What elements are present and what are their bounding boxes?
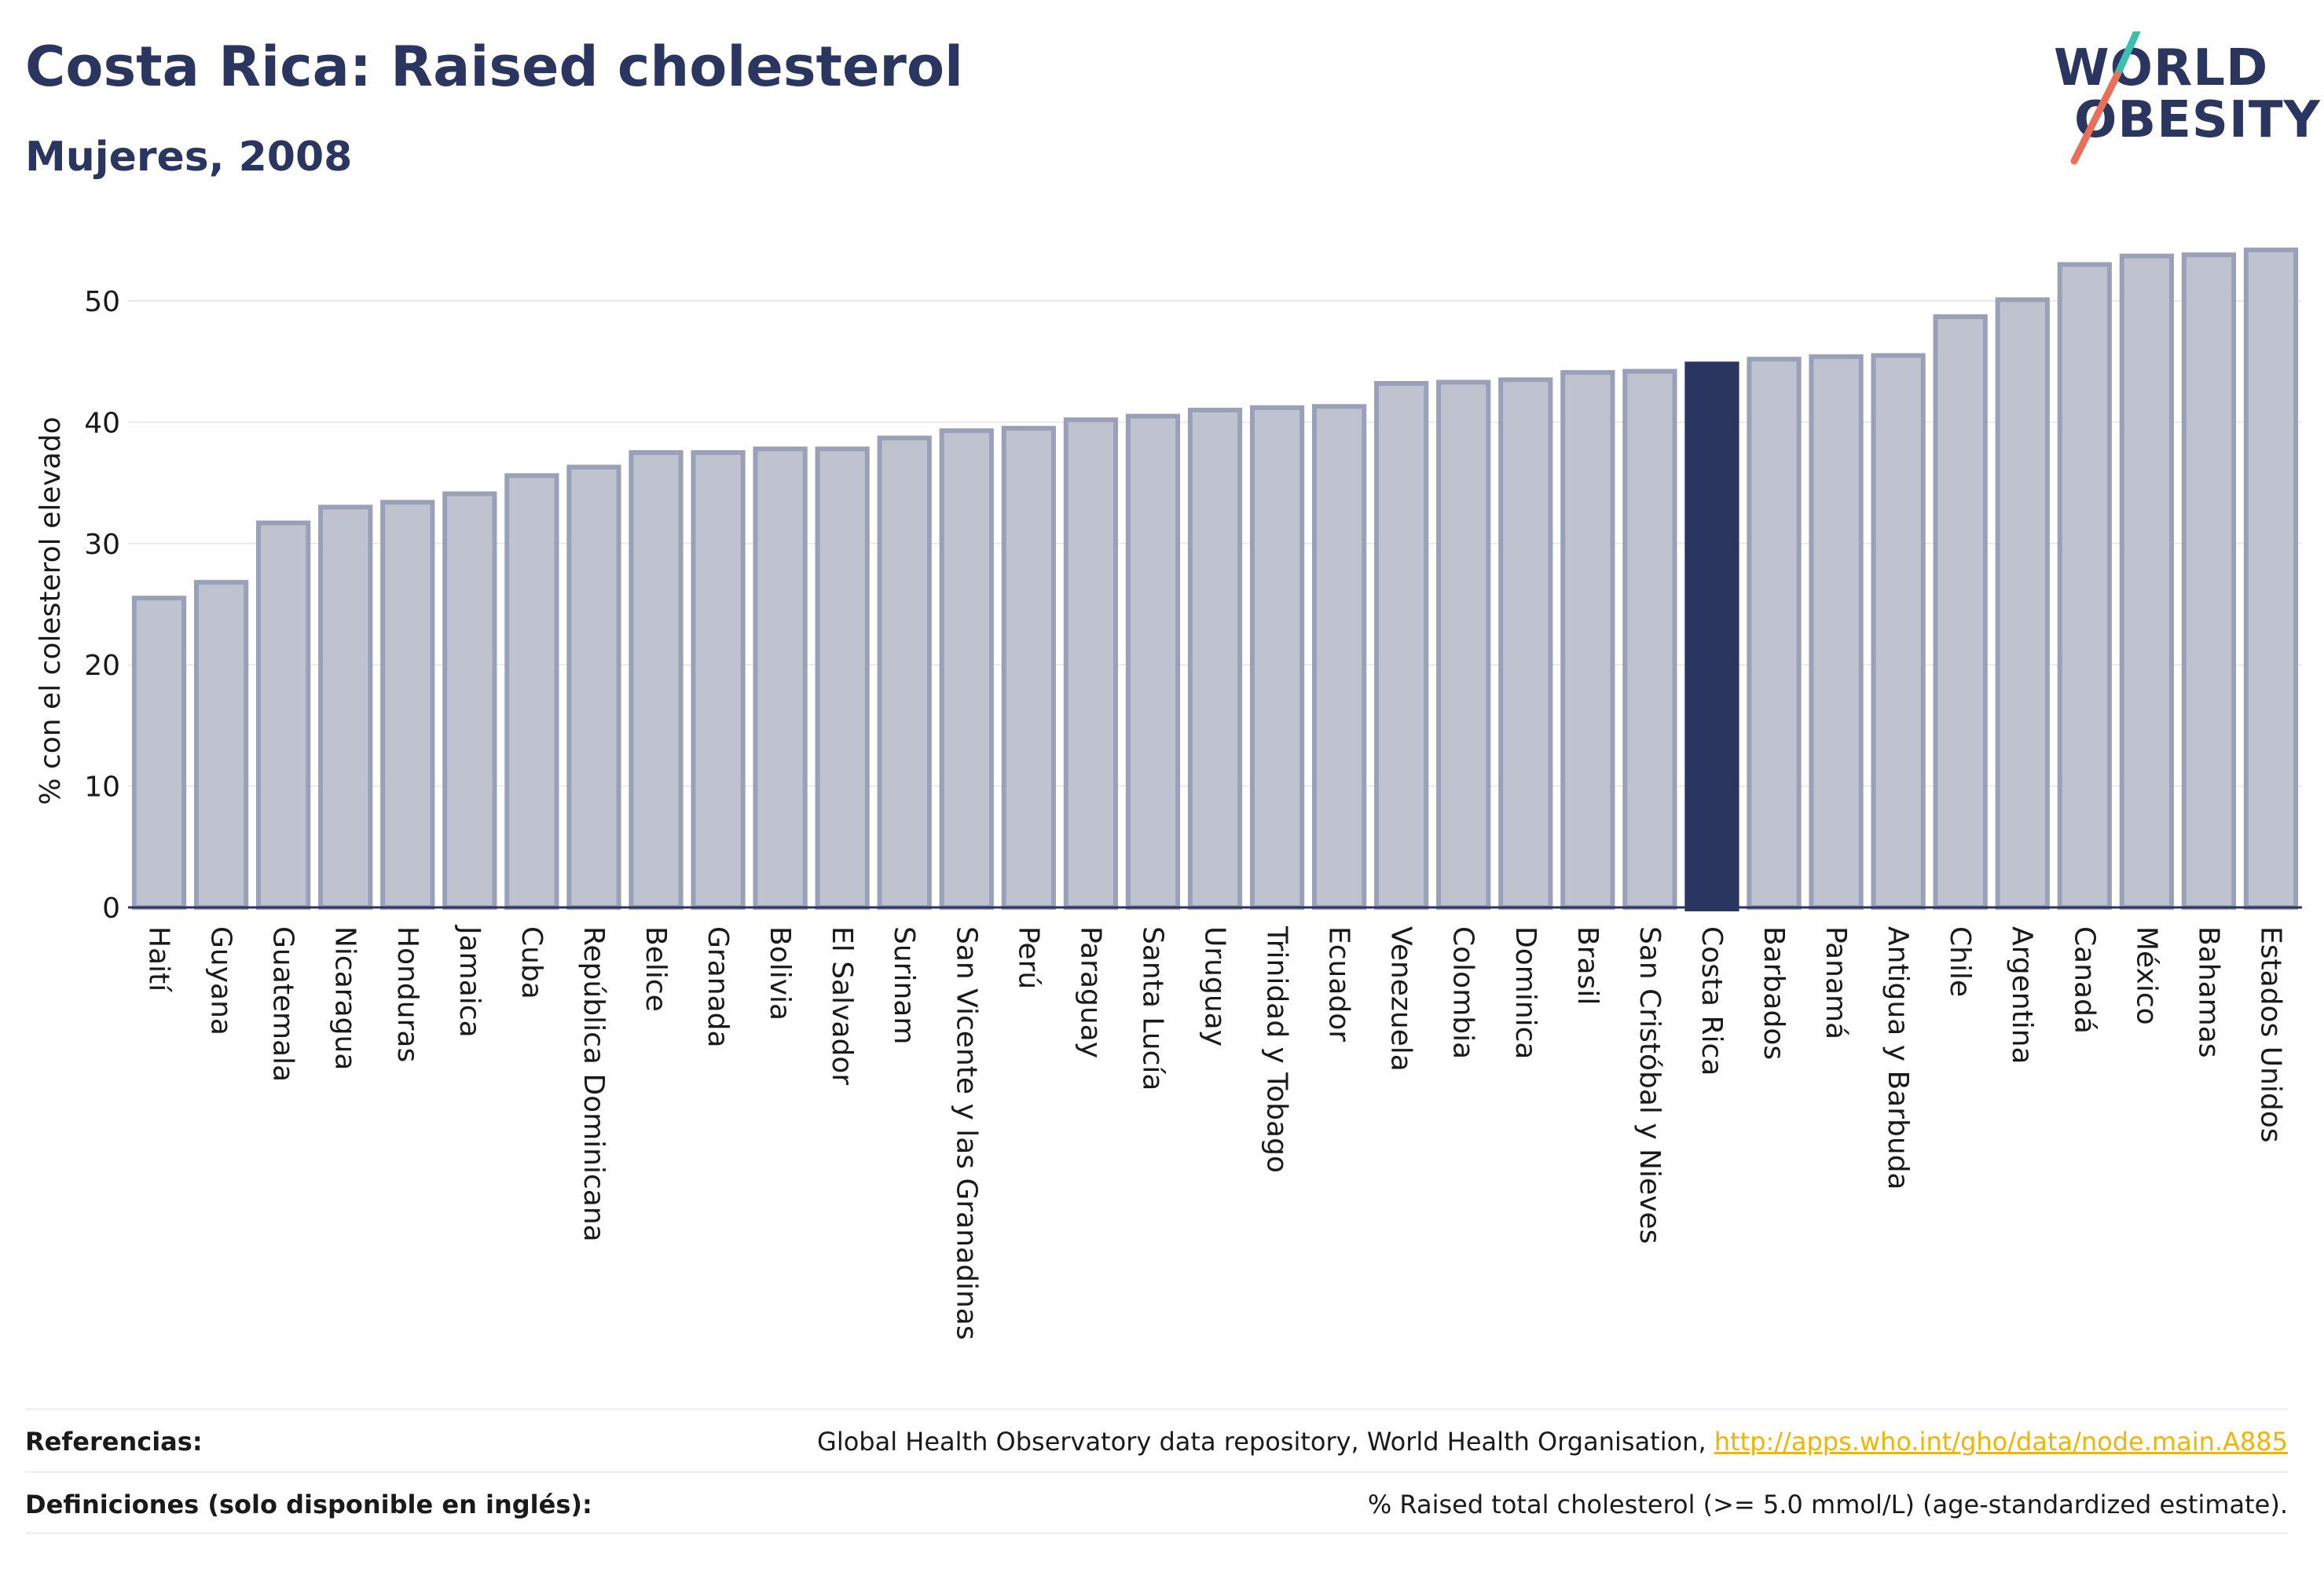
bar-guyana xyxy=(193,580,249,910)
y-tick-label: 40 xyxy=(84,407,120,439)
x-tick-label: Colombia xyxy=(1447,926,1479,1059)
x-tick-label: Chile xyxy=(1944,926,1976,997)
world-obesity-logo: WORLD OBESITY xyxy=(2043,31,2320,173)
bar-bolivia xyxy=(753,446,808,910)
bar-granada xyxy=(691,450,746,910)
bar-brasil xyxy=(1560,370,1615,910)
bar-chile xyxy=(1933,314,1988,910)
y-tick-label: 20 xyxy=(84,650,120,682)
y-axis-ticks: 0 10 20 30 40 50 xyxy=(84,286,120,925)
bar-cuba xyxy=(504,473,559,910)
references-text: Global Health Observatory data repositor… xyxy=(817,1427,1714,1457)
x-tick-label: Perú xyxy=(1012,926,1044,989)
x-tick-label: Barbados xyxy=(1758,926,1790,1060)
x-tick-label: Honduras xyxy=(391,926,423,1062)
bar-nicaragua xyxy=(318,504,373,910)
x-tick-label: Guyana xyxy=(205,926,237,1035)
x-tick-label: Haití xyxy=(143,926,175,992)
bar-chart: 0 10 20 30 40 50 Haití Guyana Guatemala Nicaragu… xyxy=(35,247,2302,1340)
x-tick-label: Bahamas xyxy=(2192,926,2224,1058)
bar-panamá xyxy=(1809,354,1864,910)
x-tick-label: Trinidad y Tobago xyxy=(1261,925,1293,1173)
references-link[interactable]: http://apps.who.int/gho/data/node.main.A… xyxy=(1714,1427,2288,1457)
bar-antigua-y-barbuda xyxy=(1871,353,1926,911)
logo-line-2: OBESITY xyxy=(2074,91,2321,149)
bar-estados-unidos xyxy=(2243,247,2299,911)
bars xyxy=(131,247,2299,911)
bar-dominica xyxy=(1498,377,1553,910)
bar-perú xyxy=(1001,426,1056,910)
bar-honduras xyxy=(380,500,435,910)
definitions-label: Definiciones (solo disponible en inglés)… xyxy=(25,1490,592,1519)
bar-bahamas xyxy=(2181,252,2237,910)
bar-república-dominicana xyxy=(566,464,621,910)
bar-jamaica xyxy=(442,491,497,910)
x-tick-label: Estados Unidos xyxy=(2254,926,2286,1143)
references-label: Referencias: xyxy=(25,1427,203,1457)
x-tick-label: Ecuador xyxy=(1323,926,1355,1042)
definitions-row: Definiciones (solo disponible en inglés)… xyxy=(25,1471,2288,1536)
bar-el-salvador xyxy=(815,446,870,910)
x-tick-label: Panamá xyxy=(1820,926,1852,1039)
x-tick-label: Bolivia xyxy=(764,926,796,1021)
bar-méxico xyxy=(2119,253,2174,910)
logo-line-1: WORLD xyxy=(2054,39,2269,97)
bar-canadá xyxy=(2057,262,2112,910)
x-tick-label: Guatemala xyxy=(267,926,299,1082)
bar-colombia xyxy=(1436,379,1491,910)
bar-guatemala xyxy=(256,520,311,910)
x-tick-label: San Vicente y las Granadinas xyxy=(950,926,982,1340)
x-tick-label: Costa Rica xyxy=(1695,926,1728,1076)
bar-surinam xyxy=(877,435,932,910)
bar-barbados xyxy=(1747,357,1802,910)
references-row: Referencias: Global Health Observatory d… xyxy=(25,1408,2288,1473)
bar-argentina xyxy=(1995,297,2050,910)
references-value: Global Health Observatory data repositor… xyxy=(817,1427,2288,1457)
bar-uruguay xyxy=(1187,407,1243,910)
bar-costa-rica xyxy=(1684,361,1739,911)
bar-ecuador xyxy=(1311,404,1367,910)
bar-san-cristóbal-y-nieves xyxy=(1622,368,1677,910)
bar-haití xyxy=(131,596,187,911)
logo-slash-icon xyxy=(2070,31,2141,165)
y-tick-label: 50 xyxy=(84,286,120,318)
x-tick-label: El Salvador xyxy=(826,926,858,1085)
bar-trinidad-y-tobago xyxy=(1249,405,1305,910)
footer-divider xyxy=(25,1532,2288,1534)
y-tick-label: 30 xyxy=(84,529,120,561)
x-tick-label: Uruguay xyxy=(1199,926,1231,1046)
x-tick-label: Nicaragua xyxy=(329,926,361,1070)
y-tick-label: 10 xyxy=(84,772,120,804)
x-tick-label: Brasil xyxy=(1571,926,1604,1005)
chart-subtitle: Mujeres, 2008 xyxy=(25,134,353,181)
bar-santa-lucía xyxy=(1125,413,1181,910)
x-tick-label: Jamaica xyxy=(453,925,486,1038)
x-tick-label: Belice xyxy=(640,926,672,1012)
x-tick-label: Canadá xyxy=(2068,926,2100,1034)
x-tick-label: Venezuela xyxy=(1385,926,1417,1072)
x-tick-label: Santa Lucía xyxy=(1136,926,1168,1090)
x-tick-label: Dominica xyxy=(1509,926,1541,1060)
definitions-text: % Raised total cholesterol (>= 5.0 mmol/… xyxy=(1367,1490,2288,1519)
bar-paraguay xyxy=(1063,417,1119,910)
x-tick-label: Antigua y Barbuda xyxy=(1882,926,1914,1190)
y-tick-label: 0 xyxy=(102,892,120,925)
x-axis-ticks: Haití Guyana Guatemala Nicaragua Honduras Jam… xyxy=(143,925,2287,1340)
bar-belice xyxy=(629,450,684,910)
x-tick-label: México xyxy=(2130,926,2162,1025)
x-tick-label: Paraguay xyxy=(1074,926,1106,1058)
bar-venezuela xyxy=(1374,380,1429,910)
x-tick-label: Argentina xyxy=(2006,926,2038,1065)
x-tick-label: República Dominicana xyxy=(577,926,610,1242)
x-tick-label: San Cristóbal y Nieves xyxy=(1633,926,1666,1244)
x-tick-label: Surinam xyxy=(888,926,920,1044)
x-tick-label: Cuba xyxy=(515,926,548,999)
x-tick-label: Granada xyxy=(702,926,734,1048)
chart-title: Costa Rica: Raised cholesterol xyxy=(25,35,964,99)
bar-san-vicente-y-las-granadinas xyxy=(939,428,994,910)
y-axis-label: % con el colesterol elevado xyxy=(35,416,67,804)
